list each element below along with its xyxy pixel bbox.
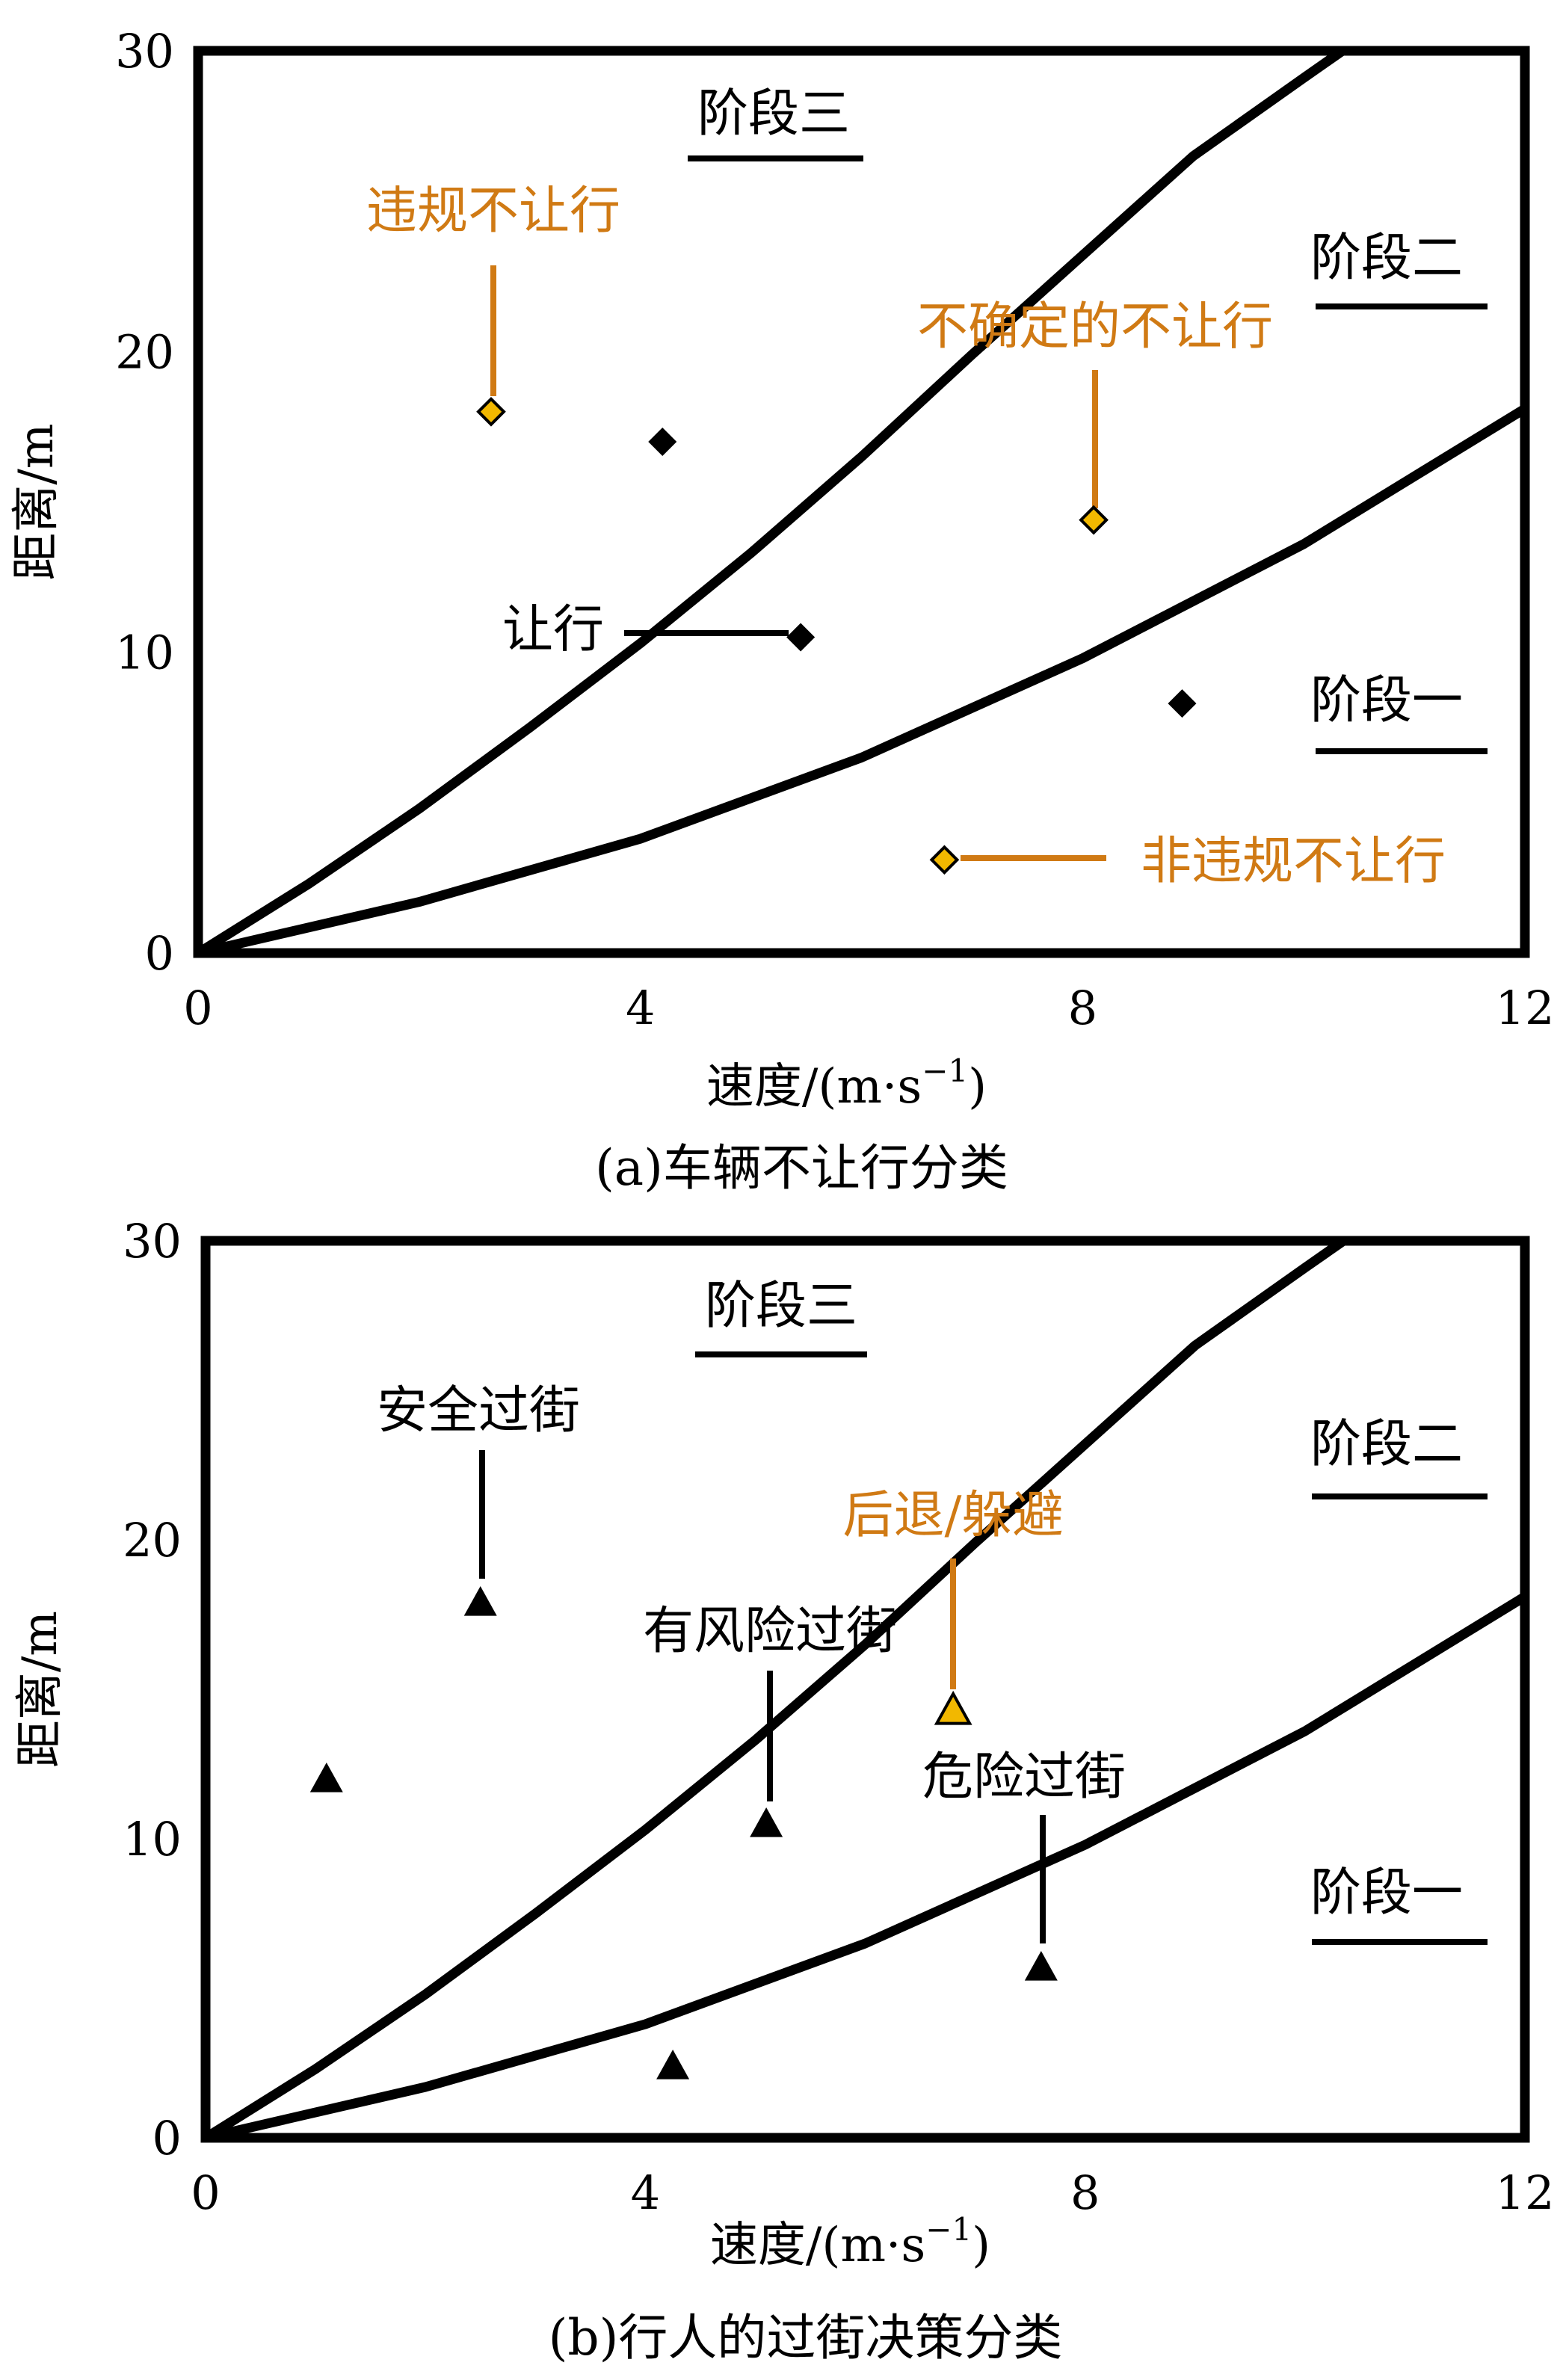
x-tick-label: 0: [183, 981, 212, 1035]
x-tick-label: 4: [626, 981, 655, 1035]
annotation-label: 让行: [502, 600, 604, 659]
data-point-triangle: [1024, 1951, 1058, 1981]
panel-caption: (a)车辆不让行分类: [595, 1139, 1008, 1197]
y-tick-label: 0: [152, 2111, 182, 2165]
data-point-triangle: [934, 1690, 972, 1725]
stage-label: 阶段三: [705, 1277, 857, 1336]
annotation-label: 非违规不让行: [1141, 832, 1446, 891]
boundary-curve-2: [206, 1592, 1525, 2138]
boundary-curve-2: [198, 404, 1525, 953]
x-axis-label: 速度/(m·s−1): [710, 2211, 990, 2273]
y-tick-label: 30: [123, 1214, 182, 1268]
stage-label: 阶段一: [1310, 671, 1463, 730]
data-point-triangle: [463, 1586, 497, 1616]
data-point-triangle: [309, 1763, 343, 1792]
x-tick-label: 4: [631, 2165, 660, 2220]
annotation-label: 有风险过街: [643, 1602, 897, 1661]
data-point-diamond: [929, 845, 960, 875]
y-tick-label: 0: [145, 926, 174, 981]
y-tick-label: 30: [115, 24, 174, 78]
stage-label: 阶段二: [1310, 229, 1463, 288]
plot-frame: [193, 46, 1530, 958]
y-tick-label: 20: [115, 324, 174, 379]
stage-label: 阶段一: [1310, 1863, 1463, 1923]
annotation-label: 危险过街: [922, 1748, 1126, 1807]
x-tick-label: 8: [1068, 981, 1097, 1035]
chart-panel-a: 0 4 8 12 0 10 20 30 速度/(m·s−1) 距离/m (a)车辆不让行分类 阶段三阶…: [9, 24, 1554, 1197]
y-tick-label: 10: [115, 626, 174, 680]
stage-label: 阶段二: [1310, 1415, 1463, 1474]
y-axis-label: 距离/m: [13, 1611, 68, 1768]
x-axis-label: 速度/(m·s−1): [706, 1052, 987, 1115]
data-point-diamond: [786, 623, 816, 652]
chart-panel-b: 0 4 8 12 0 10 20 30 速度/(m·s−1) 距离/m (b)行人的过街决策分类 阶段…: [13, 1214, 1554, 2367]
annotation-label: 后退/躲避: [843, 1486, 1064, 1545]
annotation-label: 违规不让行: [366, 182, 620, 241]
data-point-diamond: [648, 428, 677, 457]
x-tick-label: 12: [1496, 2165, 1555, 2220]
y-axis-label: 距离/m: [9, 423, 64, 580]
data-point-diamond: [476, 396, 506, 427]
annotation-label: 安全过街: [377, 1381, 580, 1440]
annotation-label: 不确定的不让行: [917, 298, 1273, 357]
x-tick-label: 12: [1496, 981, 1555, 1035]
y-tick-label: 10: [123, 1812, 182, 1866]
data-point-triangle: [656, 2050, 690, 2080]
panel-caption: (b)行人的过街决策分类: [549, 2309, 1063, 2367]
data-point-triangle: [750, 1807, 783, 1837]
x-tick-label: 8: [1070, 2165, 1100, 2220]
boundary-curve-1: [206, 1241, 1347, 2138]
x-tick-label: 0: [191, 2165, 220, 2220]
y-tick-label: 20: [123, 1513, 182, 1567]
data-point-diamond: [1079, 505, 1109, 535]
stage-label: 阶段三: [697, 84, 850, 144]
data-point-diamond: [1168, 689, 1197, 718]
boundary-curve-1: [198, 51, 1345, 953]
plot-frame: [200, 1236, 1530, 2143]
